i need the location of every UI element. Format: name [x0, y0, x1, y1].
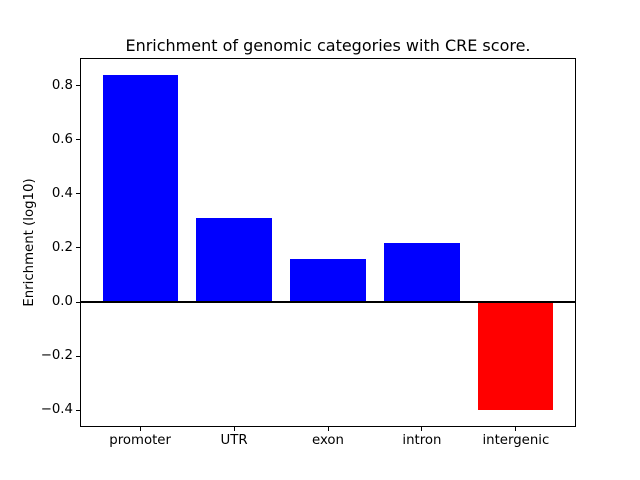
chart-title: Enrichment of genomic categories with CR… — [125, 36, 531, 55]
y-tick-mark — [76, 409, 80, 411]
y-tick-mark — [76, 301, 80, 303]
y-tick-mark — [76, 139, 80, 141]
zero-line — [80, 301, 576, 304]
y-tick-label: −0.2 — [40, 348, 73, 364]
bar-intergenic — [478, 302, 554, 411]
y-tick-mark — [76, 355, 80, 357]
bar-intron — [384, 242, 460, 303]
x-tick-mark — [515, 427, 517, 431]
y-tick-mark — [76, 193, 80, 195]
x-tick-label-UTR: UTR — [220, 433, 248, 448]
x-tick-mark — [233, 427, 235, 431]
x-tick-mark — [327, 427, 329, 431]
y-tick-mark — [76, 247, 80, 249]
x-tick-label-promoter: promoter — [109, 433, 171, 448]
y-tick-label: 0.4 — [51, 185, 73, 201]
x-tick-label-intron: intron — [402, 433, 442, 448]
y-tick-mark — [76, 85, 80, 87]
y-tick-label: 0.8 — [51, 77, 73, 93]
x-tick-label-exon: exon — [312, 433, 344, 448]
bar-promoter — [102, 74, 178, 302]
bar-exon — [290, 258, 366, 302]
y-tick-label: 0.6 — [51, 131, 73, 147]
y-tick-label: 0.2 — [51, 239, 73, 255]
bar-UTR — [196, 218, 272, 302]
x-tick-mark — [421, 427, 423, 431]
x-tick-mark — [139, 427, 141, 431]
x-tick-label-intergenic: intergenic — [482, 433, 550, 448]
y-tick-label: −0.4 — [40, 402, 73, 418]
y-tick-label: 0.0 — [51, 294, 73, 310]
